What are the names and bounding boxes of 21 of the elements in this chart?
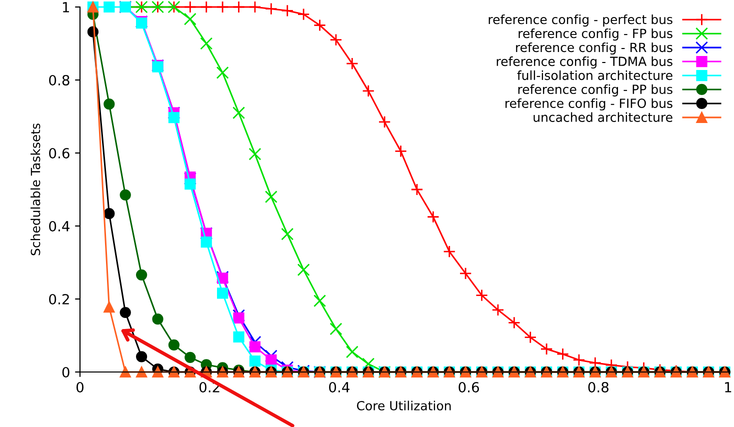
y-tick-label: 0.8	[49, 74, 70, 86]
legend-label: reference config - TDMA bus	[496, 56, 672, 69]
legend-label: full-isolation architecture	[517, 70, 672, 80]
legend-label: reference config - PP bus	[518, 84, 672, 96]
x-tick-label: 0.4	[329, 382, 350, 392]
x-axis-title: Core Utilization	[356, 400, 451, 410]
x-tick-label: 0.8	[588, 382, 608, 392]
y-axis-title: Schedulable Tasksets	[30, 124, 40, 256]
legend-label: reference config - FIFO bus	[506, 98, 672, 110]
y-tick-label: 0.2	[49, 294, 69, 304]
legend-label: reference config - FP bus	[518, 28, 672, 41]
y-tick-label: 0.6	[49, 148, 70, 158]
legend-label: uncached architecture	[534, 112, 672, 122]
x-tick-label: 0.6	[458, 382, 479, 392]
legend-label: reference config - perfect bus	[488, 14, 672, 27]
y-tick-label: 1	[62, 2, 69, 12]
x-tick-label: 0	[76, 382, 84, 392]
x-tick-label: 1	[725, 382, 732, 392]
y-tick-label: 0	[62, 366, 70, 378]
y-tick-label: 0.4	[49, 220, 70, 232]
legend-label: reference config - RR bus	[516, 42, 672, 55]
